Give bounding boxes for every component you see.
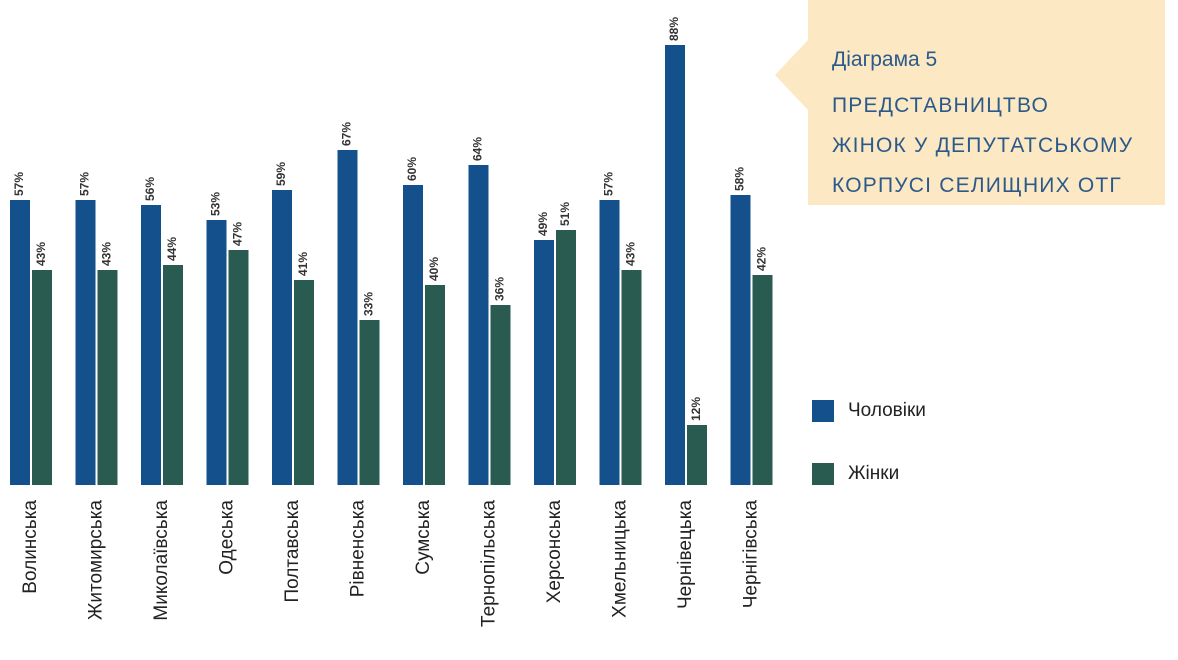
value-label: 42% (755, 247, 769, 271)
legend-label: Жінки (848, 463, 899, 484)
bar (752, 275, 773, 485)
bar (32, 270, 52, 485)
title-block: Діаграма 5 ПРЕДСТАВНИЦТВО ЖІНОК У ДЕПУТА… (832, 48, 1133, 206)
value-label: 58% (733, 167, 747, 191)
bar (425, 285, 445, 485)
bar (403, 185, 423, 485)
bar (687, 425, 707, 485)
value-label: 43% (34, 242, 48, 266)
bar (665, 45, 685, 485)
value-label: 57% (78, 172, 92, 196)
value-label: 12% (689, 397, 703, 421)
value-label: 64% (471, 137, 485, 161)
x-tick-label: Волинська (20, 500, 41, 594)
bar (599, 200, 620, 485)
value-label: 59% (274, 162, 288, 186)
chart-title: ПРЕДСТАВНИЦТВО ЖІНОК У ДЕПУТАТСЬКОМУ КОР… (832, 94, 1134, 197)
bar (272, 190, 292, 485)
value-label: 56% (143, 177, 157, 201)
value-label: 53% (209, 192, 223, 216)
x-tick-label: Тернопільська (479, 500, 500, 627)
bar (163, 265, 183, 485)
value-label: 33% (362, 292, 376, 316)
value-label: 67% (340, 122, 354, 146)
value-label: 47% (231, 222, 245, 246)
bar (97, 270, 118, 485)
x-tick-label: Рівненська (348, 500, 369, 598)
bar (75, 200, 96, 485)
value-label: 88% (667, 17, 681, 41)
bar (206, 220, 227, 485)
x-tick-label: Полтавська (282, 500, 303, 603)
bar (359, 320, 380, 485)
value-label: 43% (624, 242, 638, 266)
x-tick-label: Миколаївська (151, 500, 172, 621)
chart-subtitle: Діаграма 5 (832, 48, 938, 71)
x-tick-label: Одеська (217, 500, 238, 575)
value-label: 57% (602, 172, 616, 196)
bar (10, 200, 30, 485)
bar (556, 230, 576, 485)
x-tick-label: Сумська (413, 500, 434, 575)
bar (621, 270, 642, 485)
bar (294, 280, 314, 485)
value-label: 41% (296, 252, 310, 276)
bar (730, 195, 751, 485)
value-label: 43% (100, 242, 114, 266)
x-tick-label: Херсонська (544, 500, 565, 604)
value-label: 57% (12, 172, 26, 196)
title-box (775, 0, 1165, 205)
value-label: 60% (405, 157, 419, 181)
x-tick-label: Житомирська (86, 500, 107, 621)
value-label: 51% (558, 202, 572, 226)
bar (468, 165, 489, 485)
value-label: 36% (493, 277, 507, 301)
value-label: 49% (536, 212, 550, 236)
x-tick-label: Чернігівська (741, 500, 762, 609)
legend-swatch (812, 463, 834, 485)
bar (490, 305, 511, 485)
bar (337, 150, 358, 485)
x-tick-label: Чернівецька (675, 500, 696, 609)
bar (141, 205, 161, 485)
value-label: 44% (165, 237, 179, 261)
value-label: 40% (427, 257, 441, 281)
legend-swatch (812, 400, 834, 422)
legend-label: Чоловіки (848, 400, 926, 421)
x-tick-label: Хмельницька (610, 500, 631, 618)
bar (228, 250, 249, 485)
bar (534, 240, 554, 485)
